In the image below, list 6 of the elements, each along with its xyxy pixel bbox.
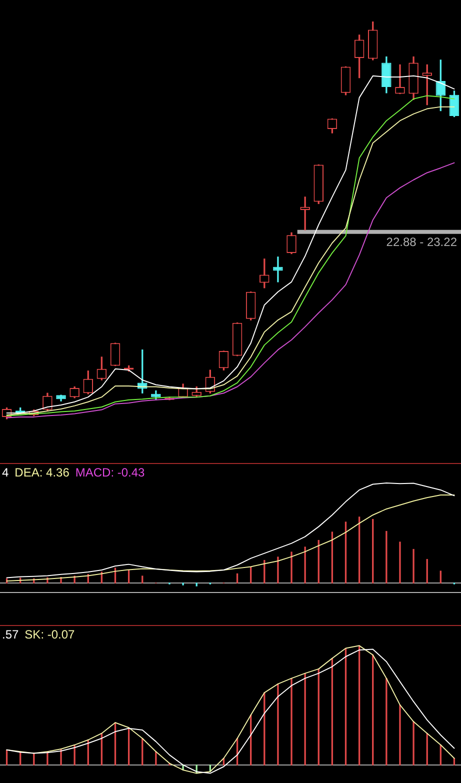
- annotation: 22.88 - 23.22: [386, 235, 458, 250]
- text: DEA: 4.36: [14, 465, 70, 480]
- text: .57: [2, 627, 20, 642]
- text: 4: [2, 465, 9, 480]
- text: MACD: -0.43: [75, 465, 146, 480]
- text: SK: -0.07: [24, 627, 76, 642]
